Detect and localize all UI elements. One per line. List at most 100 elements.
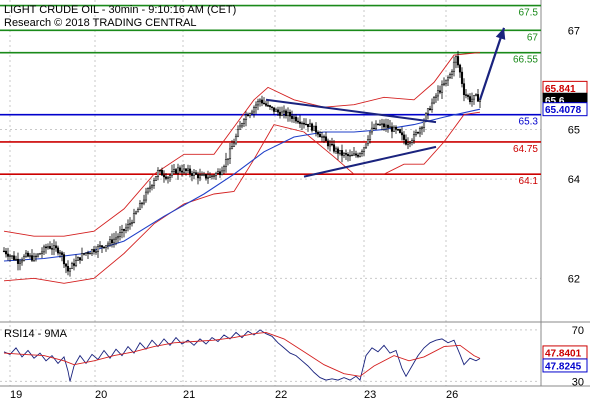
rsi-panel bbox=[0, 329, 541, 382]
candle-body bbox=[194, 172, 198, 175]
candle-body bbox=[62, 254, 66, 265]
candle-body bbox=[128, 223, 132, 225]
candle-body bbox=[390, 126, 394, 132]
candle-body bbox=[308, 123, 312, 127]
candle-body bbox=[186, 168, 190, 171]
candle-body bbox=[356, 154, 360, 157]
candle-body bbox=[46, 246, 50, 249]
candle-body bbox=[276, 109, 280, 113]
candle-body bbox=[396, 129, 400, 131]
candle-body bbox=[478, 99, 482, 102]
candle-body bbox=[340, 150, 344, 156]
forecast-arrow bbox=[478, 27, 506, 101]
candle-body bbox=[82, 253, 86, 255]
candle-body bbox=[418, 128, 422, 134]
candle-body bbox=[412, 134, 416, 141]
candle-body bbox=[106, 243, 110, 246]
candle-body bbox=[242, 119, 246, 124]
candle-body bbox=[400, 132, 404, 136]
candle-body bbox=[228, 148, 232, 160]
trendline bbox=[303, 145, 437, 178]
candle-body bbox=[214, 173, 218, 177]
candle-body bbox=[52, 245, 56, 250]
candle-body bbox=[364, 143, 368, 149]
candle-body bbox=[74, 260, 78, 266]
candle-body bbox=[8, 255, 12, 257]
candle-body bbox=[66, 266, 70, 272]
candle-body bbox=[466, 95, 470, 97]
candle-body bbox=[86, 252, 90, 254]
candle-body bbox=[454, 56, 458, 63]
candle-body bbox=[42, 246, 46, 253]
candle-body bbox=[468, 96, 472, 102]
candle-body bbox=[394, 126, 398, 130]
rsi-value-tag: 47.8401 bbox=[545, 348, 582, 359]
candle-body bbox=[160, 170, 164, 176]
candle-body bbox=[48, 246, 52, 249]
candle-body bbox=[402, 134, 406, 140]
x-tick-label: 26 bbox=[446, 389, 458, 400]
rsi-title: RSI14 - 9MA bbox=[4, 328, 68, 340]
candle-body bbox=[174, 169, 178, 174]
candle-body bbox=[304, 123, 308, 126]
candle-body bbox=[450, 71, 454, 75]
candle-body bbox=[244, 114, 248, 121]
candle-body bbox=[172, 169, 176, 172]
candle-body bbox=[316, 131, 320, 135]
candle-body bbox=[72, 263, 76, 266]
forecast-arrow-head bbox=[495, 27, 506, 40]
candle-body bbox=[266, 105, 270, 107]
candle-body bbox=[4, 250, 8, 255]
candle-body bbox=[232, 142, 236, 147]
candle-body bbox=[112, 238, 116, 244]
candle-body bbox=[300, 122, 304, 125]
candle-body bbox=[330, 143, 334, 146]
candle-body bbox=[382, 123, 386, 128]
candle-body bbox=[36, 253, 40, 257]
level-label: 66.55 bbox=[513, 55, 538, 66]
candle-body bbox=[44, 246, 48, 249]
candle-body bbox=[430, 102, 434, 111]
trendline bbox=[265, 98, 437, 124]
candle-body bbox=[164, 176, 168, 179]
candle-body bbox=[120, 229, 124, 233]
candle-body bbox=[196, 174, 200, 179]
candle-body bbox=[386, 124, 390, 128]
candle-body bbox=[260, 99, 264, 104]
chart-title: LIGHT CRUDE OIL - 30min - 9:10:16 AM (CE… bbox=[4, 4, 236, 16]
candle-body bbox=[30, 255, 34, 261]
candle-body bbox=[104, 245, 108, 248]
candle-body bbox=[358, 153, 362, 157]
candle-body bbox=[428, 108, 432, 111]
y-tick-label: 64 bbox=[568, 174, 580, 186]
candle-body bbox=[240, 123, 244, 127]
price-tag-box bbox=[542, 102, 588, 117]
candle-body bbox=[162, 175, 166, 178]
candle-body bbox=[426, 108, 430, 114]
rsi-series-line bbox=[3, 331, 481, 377]
candle-body bbox=[280, 111, 284, 116]
candle-body bbox=[98, 245, 102, 247]
candle-body bbox=[184, 168, 188, 171]
candle-body bbox=[444, 79, 448, 85]
candle-body bbox=[310, 123, 314, 131]
candle-body bbox=[270, 106, 274, 108]
y-tick-label: 67 bbox=[568, 25, 580, 37]
candle-body bbox=[332, 144, 336, 152]
candle-body bbox=[16, 258, 20, 264]
candle-body bbox=[18, 261, 22, 264]
candle-body bbox=[80, 253, 84, 261]
candle-body bbox=[458, 64, 462, 73]
candle-body bbox=[420, 127, 424, 129]
candle-body bbox=[370, 127, 374, 133]
candle-body bbox=[328, 143, 332, 147]
candle-body bbox=[320, 136, 324, 138]
candle-body bbox=[238, 125, 242, 130]
rsi-value-tag-box bbox=[542, 358, 588, 373]
candle-body bbox=[78, 257, 82, 261]
candle-body bbox=[64, 263, 68, 267]
candle-body bbox=[272, 107, 276, 112]
candle-body bbox=[2, 250, 6, 253]
candle-body bbox=[476, 94, 480, 102]
